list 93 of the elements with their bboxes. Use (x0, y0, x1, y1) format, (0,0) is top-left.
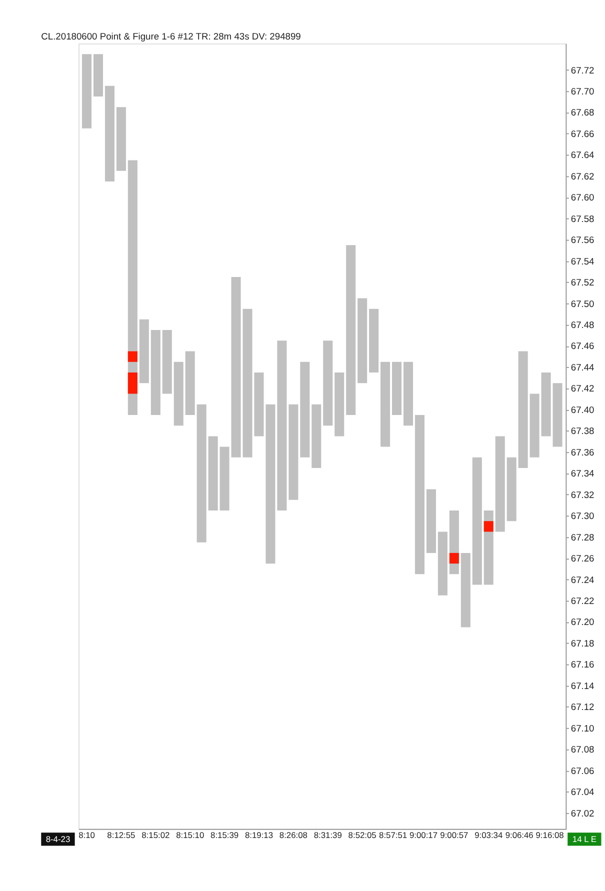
y-tick-label: 67.52 (570, 278, 594, 288)
y-tick-label: 67.16 (570, 660, 594, 670)
y-tick-label: 67.70 (570, 86, 594, 96)
y-tick-label: 67.58 (570, 214, 594, 224)
y-tick-label: 67.36 (570, 447, 594, 458)
y-tick-label: 67.22 (570, 596, 594, 606)
bar (128, 351, 138, 362)
bar (369, 308, 379, 373)
y-tick-label: 67.54 (570, 256, 594, 266)
x-tick-label: 8:57:51 (379, 830, 408, 840)
y-tick-label: 67.06 (570, 766, 594, 776)
bar (414, 414, 424, 574)
y-tick-label: 67.14 (570, 680, 594, 691)
y-tick-label: 67.08 (570, 744, 594, 755)
bar (139, 319, 149, 384)
x-tick-label: 9:06:46 (505, 830, 534, 840)
y-tick-label: 67.60 (570, 192, 594, 203)
bar (277, 340, 287, 510)
bar (392, 362, 402, 415)
bar (174, 362, 184, 426)
x-tick-label: 8:26:08 (279, 830, 308, 840)
y-tick-label: 67.56 (570, 235, 594, 246)
x-tick-label: 8:15:02 (142, 830, 170, 840)
bar (334, 372, 344, 436)
y-tick-label: 67.26 (570, 554, 594, 564)
bar (426, 489, 436, 553)
y-tick-label: 67.48 (570, 320, 594, 330)
bar (541, 372, 551, 436)
bar (150, 330, 160, 415)
bar (530, 394, 540, 458)
x-tick-label: 9:00:57 (440, 830, 469, 840)
y-tick-label: 67.40 (570, 404, 594, 415)
bar (300, 362, 310, 458)
y-tick-label: 67.28 (570, 532, 594, 542)
y-tick-label: 67.32 (570, 490, 594, 500)
bar (495, 436, 505, 532)
bar (162, 330, 172, 394)
y-tick-label: 67.62 (570, 171, 594, 182)
y-tick-label: 67.04 (570, 787, 594, 798)
bar (82, 54, 92, 128)
x-tick-label: 8:52:05 (348, 830, 377, 840)
text: 14 L E (572, 834, 597, 844)
x-tick-label: 9:03:34 (474, 830, 503, 840)
y-tick-label: 67.64 (570, 150, 594, 160)
y-tick-label: 67.42 (570, 384, 594, 394)
bar (93, 54, 104, 97)
bar (196, 404, 206, 542)
bar (312, 404, 322, 468)
bar (380, 362, 390, 447)
bar (403, 362, 414, 426)
bar (104, 86, 114, 182)
y-tick-label: 67.24 (570, 574, 594, 585)
x-tick-label: 8:10 (78, 830, 96, 840)
y-tick-label: 67.30 (570, 511, 594, 522)
y-tick-label: 67.38 (570, 426, 594, 436)
bar (460, 552, 470, 628)
bar (346, 245, 356, 415)
y-tick-label: 67.02 (570, 808, 594, 818)
x-tick-label: 9:16:08 (536, 830, 564, 840)
bar (472, 457, 482, 585)
bar (438, 532, 448, 596)
chart-title: CL.20180600 Point & Figure 1-6 #12 TR: 28m 43s DV: 294899 (41, 32, 301, 42)
text: 8-4-23 (46, 834, 70, 844)
y-tick-label: 67.68 (570, 108, 594, 118)
bar (484, 521, 494, 532)
y-tick-label: 67.10 (570, 723, 594, 734)
y-tick-label: 67.66 (570, 128, 594, 139)
x-tick-label: 9:00:17 (409, 830, 438, 840)
x-tick-label: 8:15:10 (176, 830, 204, 840)
bar (518, 351, 528, 468)
x-tick-label: 8:19:13 (244, 830, 274, 840)
bar (449, 552, 459, 564)
x-tick-label: 8:31:39 (314, 830, 342, 840)
x-tick-label: 8:12:55 (107, 830, 136, 840)
y-tick-label: 67.72 (570, 65, 594, 76)
bar (185, 351, 195, 415)
y-tick-label: 67.12 (570, 702, 594, 712)
y-tick-label: 67.46 (570, 341, 594, 352)
bar (128, 372, 138, 394)
bar (552, 383, 562, 447)
bar (288, 404, 298, 500)
y-tick-label: 67.50 (570, 298, 594, 309)
y-tick-label: 67.18 (570, 638, 594, 648)
y-tick-label: 67.20 (570, 617, 594, 628)
bar (358, 298, 368, 384)
y-tick-label: 67.34 (570, 468, 594, 479)
bar (506, 457, 516, 522)
bar (208, 436, 218, 510)
bar (116, 107, 126, 171)
bar (323, 340, 333, 426)
bar (220, 446, 230, 510)
x-tick-label: 8:15:39 (210, 830, 239, 840)
y-tick-label: 67.44 (570, 362, 594, 372)
